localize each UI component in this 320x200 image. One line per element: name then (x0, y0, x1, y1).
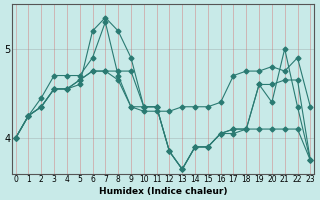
X-axis label: Humidex (Indice chaleur): Humidex (Indice chaleur) (99, 187, 227, 196)
